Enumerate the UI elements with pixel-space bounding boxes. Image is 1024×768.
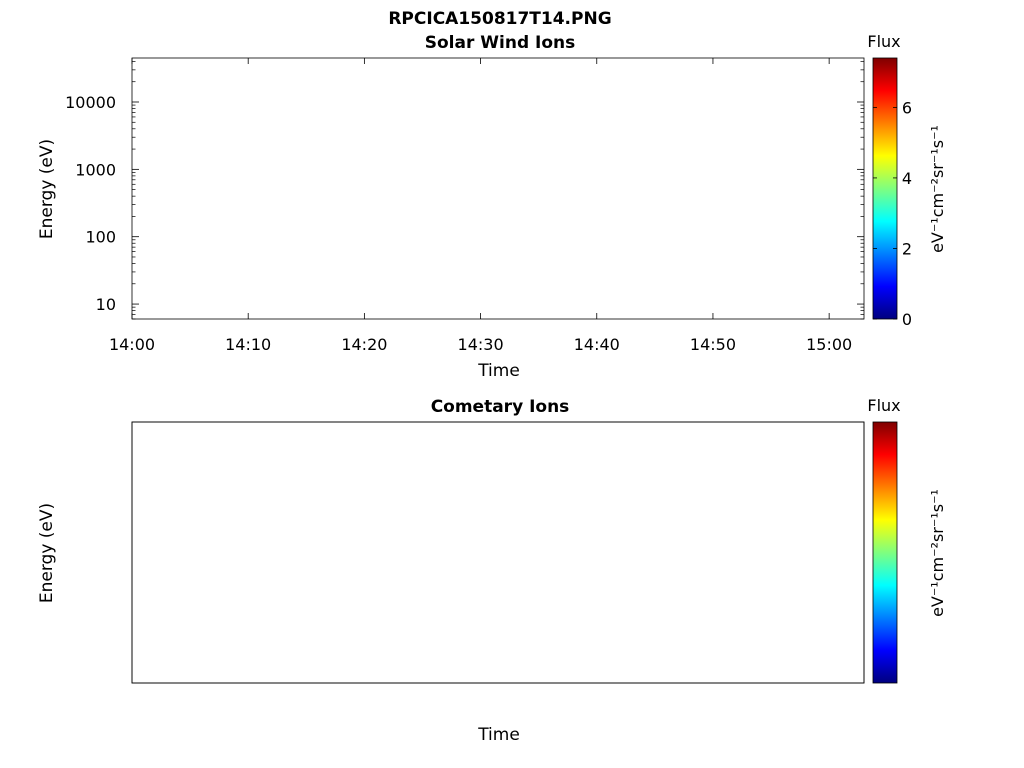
x-axis-label: Time [477,361,520,381]
colorbar-gradient [872,57,898,320]
x-axis: 14:00 14:10 14:20 14:30 14:40 14:50 15:00 [109,58,852,354]
colorbar-label: eV⁻¹cm⁻²sr⁻¹s⁻¹ [928,489,947,617]
x-tick-label: 14:20 [341,335,387,354]
x-axis-label: Time [477,725,520,745]
x-tick-label: 14:40 [574,335,620,354]
plot-frame [131,421,865,684]
y-tick-label: 100 [85,228,116,247]
colorbar: Flux 0 2 4 6 eV⁻¹cm⁻²sr⁻¹s⁻¹ [867,32,947,329]
colorbar-tick-label: 0 [902,310,912,329]
plot-area [131,57,865,320]
colorbar-gradient [872,421,898,684]
panel-solar-wind-ions: Solar Wind Ions 10 100 1000 10000 14:00 14:1… [37,32,947,381]
x-tick-label: 14:50 [690,335,736,354]
panel-title: Solar Wind Ions [425,33,576,53]
y-tick-label: 1000 [75,160,116,179]
colorbar: Flux eV⁻¹cm⁻²sr⁻¹s⁻¹ [867,396,947,684]
y-axis-label: Energy (eV) [37,139,57,239]
panel-title: Cometary Ions [431,397,570,417]
x-tick-label: 14:00 [109,335,155,354]
y-axis: 10 100 1000 10000 [65,61,864,320]
panel-cometary-ions: Cometary Ions Energy (eV) Time Flux eV⁻¹… [37,396,947,745]
x-tick-label: 14:10 [225,335,271,354]
colorbar-tick-label: 2 [902,239,912,258]
x-tick-label: 15:00 [806,335,852,354]
y-tick-label: 10 [96,295,116,314]
y-tick-label: 10000 [65,93,116,112]
colorbar-label: eV⁻¹cm⁻²sr⁻¹s⁻¹ [928,125,947,253]
colorbar-ticks: 0 2 4 6 [873,98,912,329]
plot-area [131,421,865,684]
colorbar-title: Flux [867,32,900,51]
x-tick-label: 14:30 [458,335,504,354]
colorbar-tick-label: 4 [902,169,912,188]
colorbar-title: Flux [867,396,900,415]
figure-title: RPCICA150817T14.PNG [388,9,611,29]
y-axis-label: Energy (eV) [37,503,57,603]
colorbar-tick-label: 6 [902,98,912,117]
